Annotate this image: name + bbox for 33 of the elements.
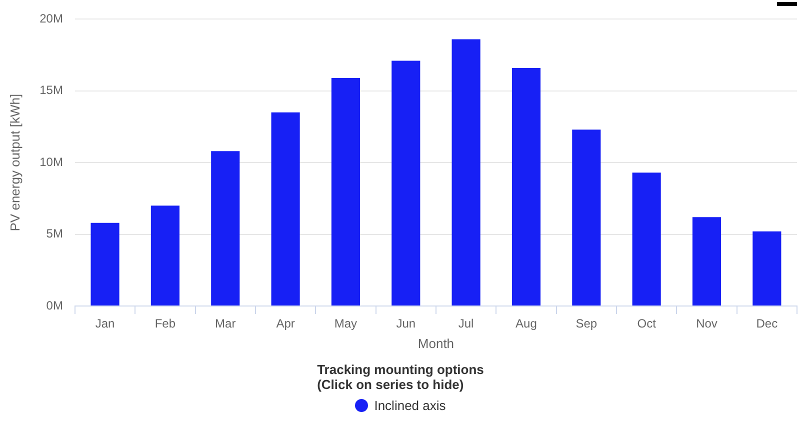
x-tick-label: Jan [95,316,115,331]
y-tick-label: 10M [40,154,63,169]
bar [512,68,541,306]
y-tick-label: 20M [40,12,63,26]
x-tick-label: Jun [396,316,416,331]
x-tick-label: Aug [516,316,537,331]
bar [752,231,782,306]
x-tick-label: May [334,316,358,331]
bar [90,222,120,306]
x-tick-label: Nov [696,316,718,331]
bar [211,151,240,306]
y-axis-title: PV energy output [kWh] [7,94,22,232]
x-tick-label: Oct [637,316,657,331]
bar [572,130,601,306]
y-tick-label: 15M [40,83,63,98]
bar [392,60,420,306]
bar [692,217,722,306]
legend-label: Inclined axis [374,398,446,413]
bar [632,172,661,306]
bar [150,206,180,306]
bar [331,78,360,306]
bar [452,39,480,306]
x-tick-label: Sep [576,316,598,331]
legend-title: Tracking mounting options (Click on series to hide) [317,362,484,392]
bar [271,112,300,306]
x-tick-label: Jul [458,316,474,331]
x-axis-title: Month [418,336,454,351]
y-tick-label: 5M [46,226,63,241]
x-tick-label: Mar [215,316,236,331]
y-tick-label: 0M [46,298,63,312]
x-tick-label: Dec [756,316,778,331]
x-tick-label: Feb [154,316,176,331]
x-tick-label: Apr [276,316,295,331]
